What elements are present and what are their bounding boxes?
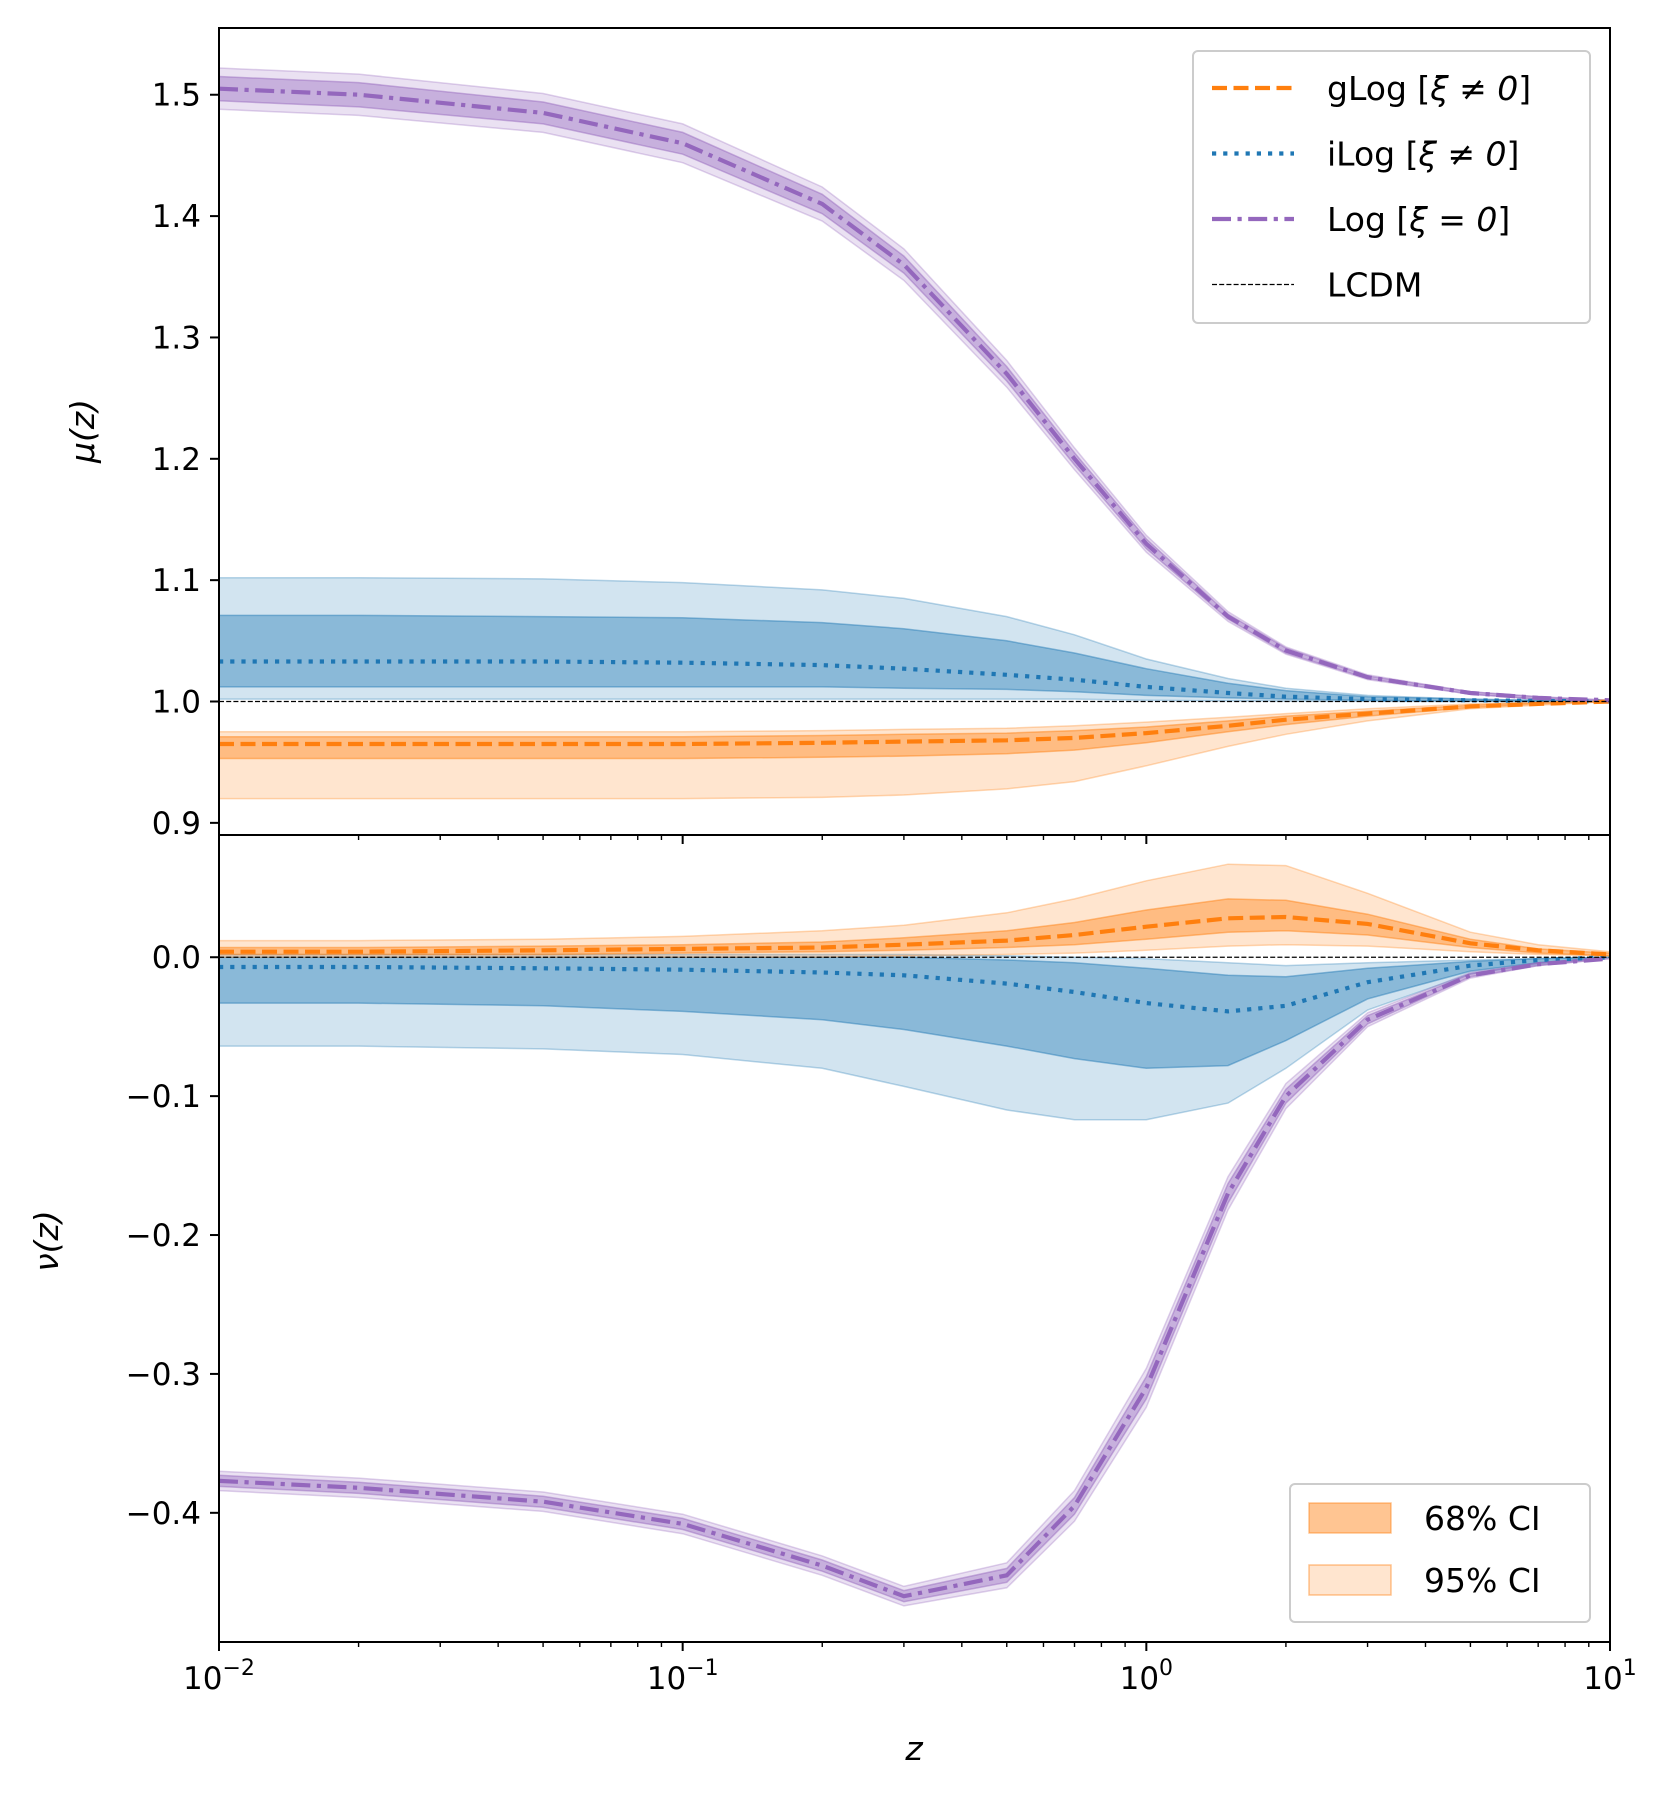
legend-lcdm-label: LCDM bbox=[1327, 266, 1422, 305]
bottom-ytick-label: −0.1 bbox=[126, 1079, 201, 1115]
model-legend: gLog [ξ ≠ 0] iLog [ξ ≠ 0] Log [ξ = 0] LCDM bbox=[1192, 50, 1591, 324]
xtick-label: 10−2 bbox=[183, 1656, 255, 1697]
ci-legend-label: 68% CI bbox=[1424, 1499, 1541, 1538]
bottom-glog-median-line bbox=[219, 914, 1610, 957]
xtick-label: 100 bbox=[1120, 1656, 1173, 1697]
model-legend-box bbox=[1192, 50, 1591, 324]
bottom-ytick-label: −0.4 bbox=[126, 1496, 201, 1532]
top-ytick-label: 1.4 bbox=[152, 199, 201, 235]
xtick-label: 101 bbox=[1583, 1656, 1636, 1697]
bottom-log-median-line bbox=[219, 956, 1610, 1599]
legend-glog-label: gLog [ξ ≠ 0] bbox=[1327, 69, 1531, 108]
bottom-ilog-median-line bbox=[219, 955, 1610, 1014]
bottom-ytick-label: −0.2 bbox=[126, 1218, 201, 1254]
top-glog-median-line bbox=[219, 699, 1610, 747]
bottom-ytick-label: −0.3 bbox=[126, 1357, 201, 1393]
top-panel-plot-area bbox=[219, 67, 1610, 800]
bottom-panel-ylabel: ν(z) bbox=[27, 1210, 66, 1272]
bottom-panel-axes: −0.4 −0.3 −0.2 −0.1 0.0 10−2 10−1 100 101 bbox=[126, 940, 1637, 1697]
ci-legend-swatch bbox=[1308, 1564, 1392, 1596]
bottom-panel-frame bbox=[218, 834, 1611, 1643]
top-log-median-line bbox=[219, 86, 1610, 703]
legend-ilog-label: iLog [ξ ≠ 0] bbox=[1327, 135, 1519, 174]
top-ytick-label: 1.0 bbox=[152, 685, 201, 721]
top-ytick-label: 1.3 bbox=[152, 320, 201, 356]
top-ytick-label: 0.9 bbox=[152, 806, 201, 842]
bottom-panel-plot-area bbox=[219, 863, 1610, 1607]
x-axis-label: z bbox=[904, 1729, 923, 1768]
ci-legend: 68% CI 95% CI bbox=[1289, 1483, 1591, 1623]
xtick-label: 10−1 bbox=[647, 1656, 719, 1697]
top-panel-axes: 0.9 1.0 1.1 1.2 1.3 1.4 1.5 bbox=[152, 78, 1611, 844]
bottom-glog-ci68-band bbox=[219, 898, 1610, 957]
top-ytick-label: 1.1 bbox=[152, 563, 201, 599]
legend-log-label: Log [ξ = 0] bbox=[1327, 200, 1510, 239]
ci-legend-swatch bbox=[1308, 1502, 1392, 1534]
top-panel-ylabel: μ(z) bbox=[63, 399, 102, 464]
ci-legend-box bbox=[1289, 1483, 1591, 1623]
ci-legend-label: 95% CI bbox=[1424, 1561, 1541, 1600]
top-ilog-median-line bbox=[219, 659, 1610, 704]
top-ytick-label: 1.2 bbox=[152, 442, 201, 478]
bottom-glog-ci95-band bbox=[219, 863, 1610, 958]
bottom-ytick-label: 0.0 bbox=[152, 940, 201, 976]
top-ytick-label: 1.5 bbox=[152, 78, 201, 114]
